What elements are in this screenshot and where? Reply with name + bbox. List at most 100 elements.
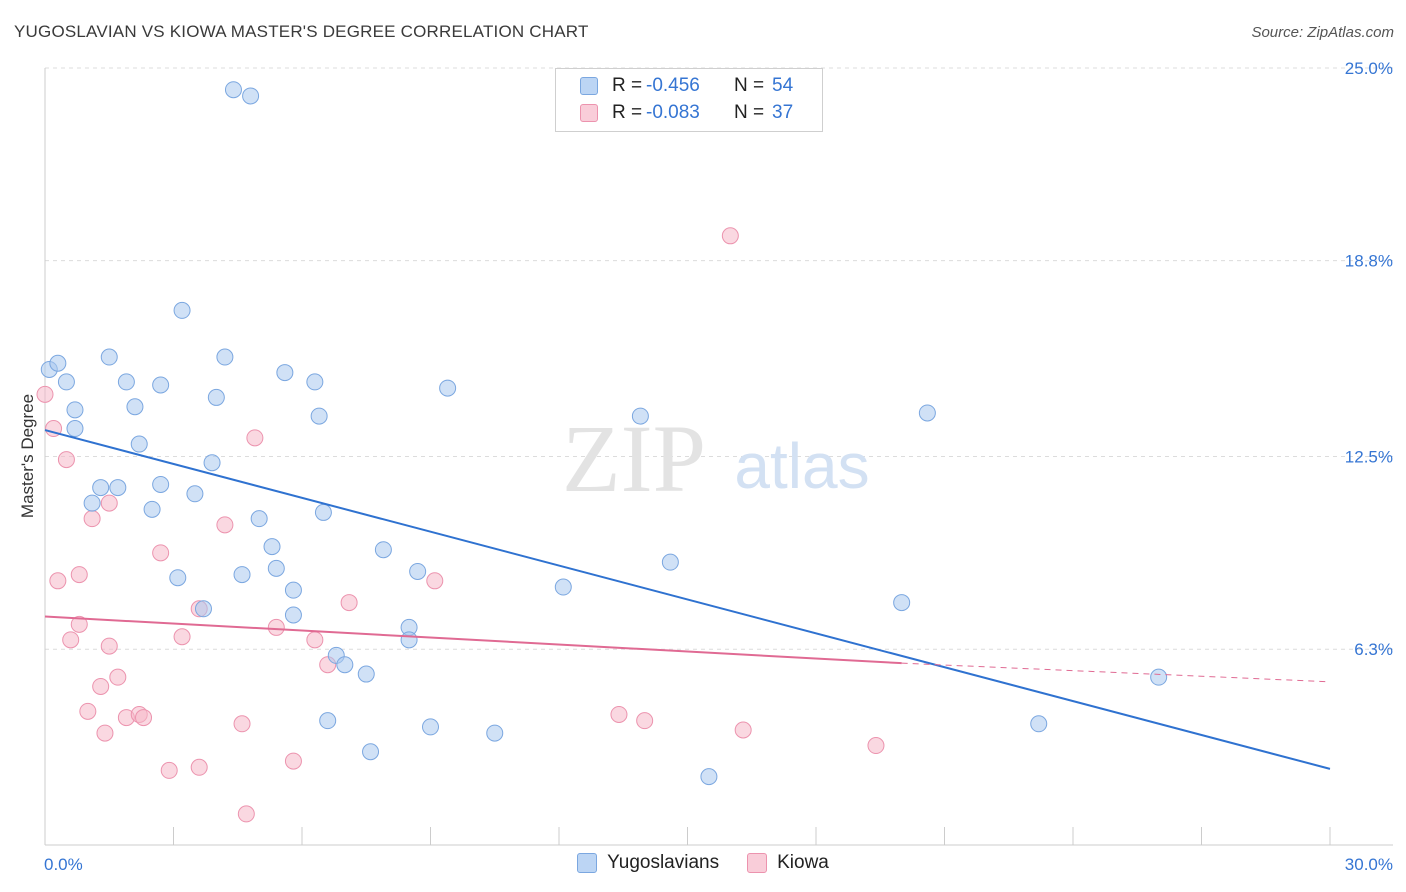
yugoslavians-point (700, 768, 718, 786)
legend-item-kiowa: Kiowa (747, 852, 829, 874)
kiowa-point (173, 628, 191, 646)
yugoslavians-point (92, 479, 110, 497)
legend-row-kiowa: R = -0.083 N = 37 (580, 100, 793, 126)
yugoslavians-point (130, 435, 148, 453)
yugoslavians-point (152, 376, 170, 394)
yugoslavians-point (66, 401, 84, 419)
y-tick-label: 25.0% (1345, 59, 1393, 78)
watermark: ZIP atlas (562, 405, 870, 512)
yugoslavians-point (1030, 715, 1048, 733)
kiowa-point (160, 761, 178, 779)
kiowa-point (92, 677, 110, 695)
kiowa-point (36, 385, 54, 403)
tick-labels: 0.0% 30.0% 6.3% 12.5% 18.8% 25.0% (44, 59, 1393, 874)
legend-r-label: R = (612, 102, 643, 123)
kiowa-point (109, 668, 127, 686)
yugoslavians-point (186, 485, 204, 503)
legend-n-label: N = (734, 102, 765, 123)
kiowa-point (96, 724, 114, 742)
kiowa-point (190, 758, 208, 776)
kiowa-point (100, 637, 118, 655)
series-legend: Yugoslavians Kiowa (0, 852, 1406, 874)
yugoslavians-point (100, 348, 118, 366)
legend-swatch-kiowa (747, 853, 768, 873)
yugoslavians-point (439, 379, 457, 397)
y-tick-label: 12.5% (1345, 447, 1393, 466)
x-tick-label-max: 30.0% (1345, 855, 1393, 874)
kiowa-point (246, 429, 264, 447)
yugoslavians-point (314, 503, 332, 521)
kiowa-point (721, 227, 739, 245)
yugoslavians-point (422, 718, 439, 736)
yugoslavians-point (357, 665, 375, 683)
legend-item-yugoslavians: Yugoslavians (577, 852, 719, 874)
kiowa-point (135, 709, 153, 727)
kiowa-point (100, 494, 118, 512)
kiowa-point (70, 615, 88, 633)
yugoslavians-point (310, 407, 328, 425)
kiowa-point (216, 516, 234, 534)
yugoslavians-point (362, 743, 380, 761)
yugoslavians-point (276, 364, 294, 382)
y-axis-label: Master's Degree (18, 393, 37, 519)
yugoslavians-point (284, 581, 302, 599)
yugoslavians-point (109, 479, 127, 497)
yugoslavians-point (117, 373, 135, 391)
yugoslavians-points (40, 81, 1168, 786)
yugoslavians-point (400, 631, 418, 649)
yugoslavians-point (319, 712, 337, 730)
watermark-atlas: atlas (734, 430, 869, 502)
kiowa-trend-extension (901, 662, 1331, 683)
kiowa-point (636, 712, 654, 730)
legend-r-value: -0.083 (646, 102, 700, 123)
trend-lines (44, 429, 1331, 770)
legend-label-yugoslavians: Yugoslavians (607, 852, 720, 873)
kiowa-point (734, 721, 752, 739)
legend-swatch-yugoslavians (580, 77, 598, 95)
yugoslavians-point (267, 559, 285, 577)
legend-n-value: 54 (772, 75, 794, 96)
yugoslavians-point (207, 388, 225, 406)
yugoslavians-point (893, 594, 911, 612)
yugoslavians-point (374, 541, 392, 559)
kiowa-point (284, 752, 302, 770)
yugoslavians-point (486, 724, 504, 742)
kiowa-point (867, 737, 885, 755)
yugoslavians-point (554, 578, 572, 596)
y-tick-label: 6.3% (1354, 640, 1393, 659)
yugoslavians-point (918, 404, 936, 422)
yugoslavians-trend-line (44, 429, 1331, 770)
yugoslavians-point (224, 81, 242, 99)
yugoslavians-point (284, 606, 302, 624)
kiowa-point (306, 631, 324, 649)
yugoslavians-point (49, 354, 67, 372)
yugoslavians-point (83, 494, 101, 512)
yugoslavians-point (216, 348, 234, 366)
kiowa-point (610, 705, 628, 723)
kiowa-point (267, 618, 285, 636)
legend-n-label: N = (734, 75, 765, 96)
kiowa-point (70, 566, 88, 584)
yugoslavians-point (250, 510, 268, 528)
kiowa-point (152, 544, 170, 562)
yugoslavians-point (233, 566, 251, 584)
yugoslavians-point (242, 87, 260, 105)
yugoslavians-point (169, 569, 187, 587)
yugoslavians-point (173, 301, 191, 319)
kiowa-point (340, 594, 358, 612)
correlation-legend: R = -0.456 N = 54 R = -0.083 N = 37 (555, 68, 823, 132)
chart-title: YUGOSLAVIAN VS KIOWA MASTER'S DEGREE COR… (14, 22, 589, 41)
kiowa-points (36, 227, 885, 823)
yugoslavians-point (1150, 668, 1168, 686)
yugoslavians-point (263, 538, 281, 556)
yugoslavians-point (631, 407, 649, 425)
kiowa-point (426, 572, 444, 590)
yugoslavians-point (203, 454, 221, 472)
legend-n-value: 37 (772, 102, 794, 123)
legend-r-value: -0.456 (646, 75, 700, 96)
y-tick-label: 18.8% (1345, 252, 1393, 271)
yugoslavians-point (409, 562, 427, 580)
kiowa-point (233, 715, 251, 733)
yugoslavians-point (143, 500, 161, 518)
